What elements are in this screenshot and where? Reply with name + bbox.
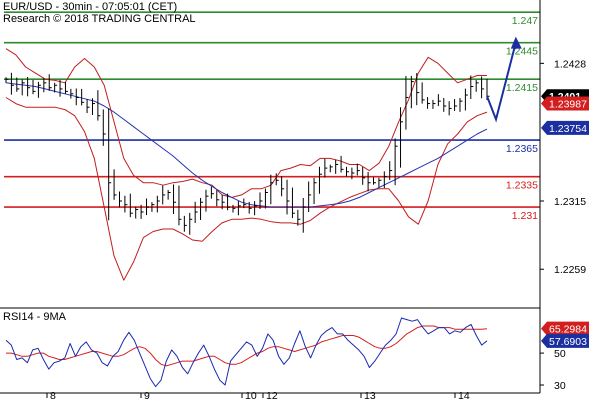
upper-band-line [5,48,487,198]
y-tick-label: 1.2428 [554,58,586,70]
price-tag-label: 1.23754 [549,123,587,135]
moving-average-line [5,82,488,208]
rsi-panel-title: RSI14 - 9MA [3,311,66,323]
forecast-arrow [486,36,522,123]
price-bars [5,72,490,235]
level-label: 1.2445 [506,46,538,58]
level-label: 1.231 [512,210,538,222]
rsi-value-tag-label: 65.2984 [549,324,587,336]
rsi-value-tag-blue [541,333,589,348]
level-label: 1.2415 [506,82,538,94]
lower-band-line [5,97,488,281]
forecast-path [486,42,517,123]
x-tick-label: 14 [458,390,470,400]
forecast-arrowhead [510,36,522,49]
x-tick-label: 9 [144,390,150,400]
copyright-line: Research © 2018 TRADING CENTRAL [3,13,196,25]
level-label: 1.247 [512,15,538,27]
rsi-value-tag-red [541,321,589,336]
moving-average [5,82,488,208]
rsi-value-tag-label: 57.6903 [549,336,587,348]
rsi-line [5,317,488,388]
rsi-ma-line [6,325,488,367]
bollinger-bands [5,48,488,281]
rsi-y-tick-label: 50 [554,348,566,360]
level-label: 1.2365 [506,143,538,155]
rsi-y-tick-label: 30 [554,380,566,392]
price-tag-red [541,96,589,111]
x-tick-label: 10 [245,390,257,400]
x-tick-label: 12 [266,390,278,400]
y-tick-label: 1.2259 [554,264,586,276]
level-label: 1.2335 [506,180,538,192]
chart-title: EUR/USD - 30min - 07:05:01 (CET) [3,1,178,13]
key-levels: 1.247 1.2445 1.2415 1.2365 1.2335 1.231 [4,11,540,222]
y-tick-label: 1.2315 [554,196,586,208]
x-tick-label: 8 [50,390,56,400]
price-tag-blue [541,120,589,135]
x-tick-label: 13 [364,390,376,400]
price-tag-label: 1.23987 [549,99,587,111]
